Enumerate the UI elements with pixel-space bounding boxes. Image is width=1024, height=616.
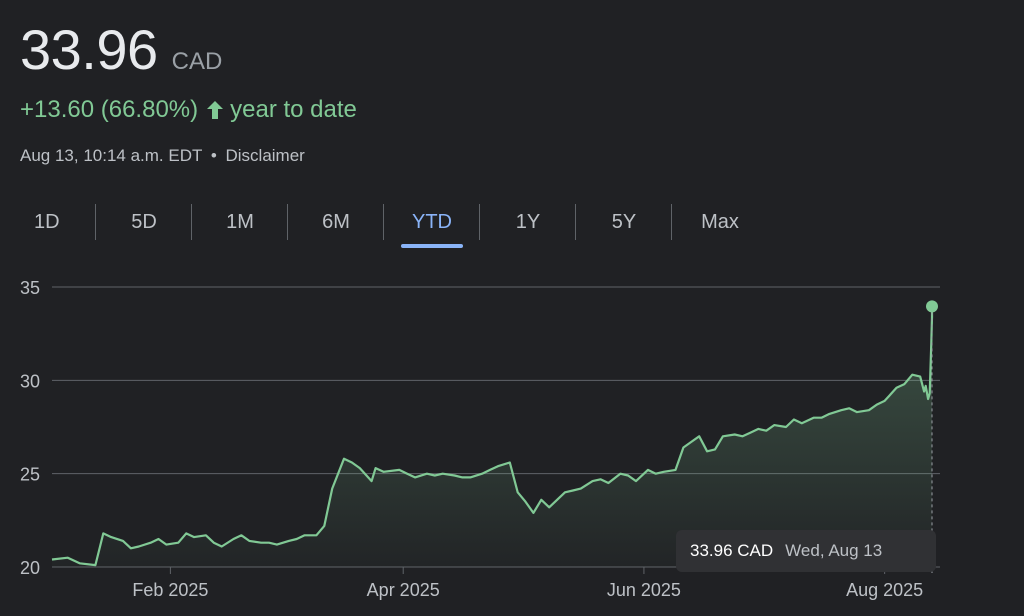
meta-separator: •	[210, 146, 217, 165]
tab-label: 1M	[226, 210, 254, 233]
x-tick-label: Apr 2025	[367, 580, 440, 600]
tab-5y[interactable]: 5Y	[576, 200, 672, 244]
tooltip-date: Wed, Aug 13	[785, 541, 883, 560]
price-series-line	[51, 306, 934, 567]
tab-label: Max	[701, 210, 739, 233]
tab-1d[interactable]: 1D	[0, 200, 96, 244]
price-header: 33.96 CAD	[20, 20, 222, 80]
current-price: 33.96	[20, 18, 158, 81]
y-tick-label: 30	[20, 371, 40, 391]
tab-6m[interactable]: 6M	[288, 200, 384, 244]
tab-ytd[interactable]: YTD	[384, 200, 480, 248]
x-tick-label: Feb 2025	[132, 580, 208, 600]
last-price-point[interactable]	[926, 300, 938, 313]
x-axis-ticks: Feb 2025 Apr 2025 Jun 2025 Aug 2025	[132, 567, 923, 600]
tab-label: 5Y	[611, 210, 637, 233]
price-change: +13.60 (66.80%)	[20, 96, 199, 123]
quote-timestamp: Aug 13, 10:14 a.m. EDT	[20, 146, 203, 165]
price-area-fill	[52, 306, 932, 567]
y-tick-label: 35	[20, 278, 40, 298]
disclaimer-link[interactable]: Disclaimer	[225, 146, 305, 165]
y-tick-label: 20	[20, 558, 40, 578]
price-chart[interactable]: 20 25 30 35 Feb 2025 Apr 2025 Jun 2025 Aug 202…	[0, 260, 1024, 616]
tab-1y[interactable]: 1Y	[480, 200, 576, 244]
quote-meta: Aug 13, 10:14 a.m. EDT • Disclaimer	[20, 146, 305, 166]
x-tick-label: Aug 2025	[846, 580, 923, 600]
y-axis-ticks: 20 25 30 35	[20, 278, 40, 578]
tab-max[interactable]: Max	[672, 200, 768, 244]
tab-label: YTD	[412, 210, 452, 233]
tab-label: 5D	[131, 210, 157, 233]
y-tick-label: 25	[20, 465, 40, 485]
tab-label: 6M	[322, 210, 350, 233]
range-tabs: 1D 5D 1M 6M YTD 1Y 5Y Max	[0, 200, 768, 248]
tooltip-price: 33.96 CAD	[690, 541, 774, 560]
tab-label: 1Y	[515, 210, 541, 233]
hover-tooltip: 33.96 CAD Wed, Aug 13	[676, 530, 936, 572]
tab-label: 1D	[34, 210, 60, 233]
active-tab-indicator	[401, 244, 463, 248]
change-row: +13.60 (66.80%) year to date	[20, 96, 357, 124]
tab-5d[interactable]: 5D	[96, 200, 192, 244]
arrow-up-icon	[206, 100, 224, 120]
tab-1m[interactable]: 1M	[192, 200, 288, 244]
period-label: year to date	[230, 96, 357, 123]
x-tick-label: Jun 2025	[607, 580, 681, 600]
currency-code: CAD	[171, 48, 223, 75]
